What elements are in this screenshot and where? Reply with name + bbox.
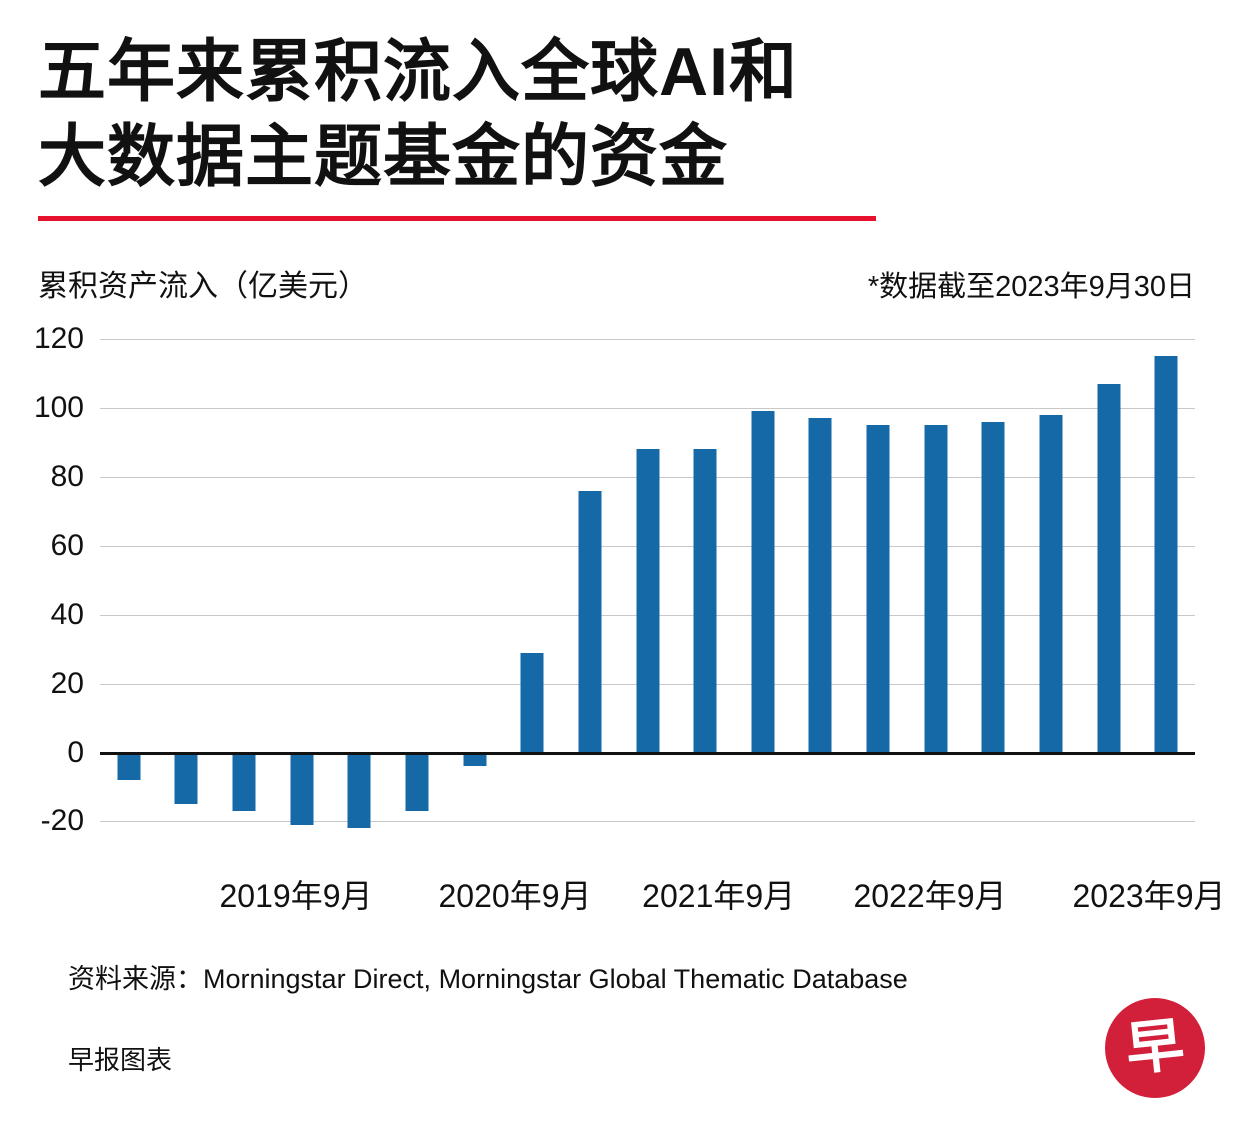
zero-axis-line xyxy=(100,751,1195,755)
data-cutoff-note: *数据截至2023年9月30日 xyxy=(867,271,1195,303)
y-tick-label: 40 xyxy=(50,597,84,631)
y-tick-label: -20 xyxy=(40,804,84,838)
chart-title-line-2: 大数据主题基金的资金 xyxy=(38,119,729,195)
bar xyxy=(290,752,314,825)
zaobao-logo-character: 早 xyxy=(1122,1012,1188,1083)
bar xyxy=(693,449,717,753)
y-tick-label: 120 xyxy=(33,322,84,355)
bar xyxy=(463,752,487,767)
y-axis: 120 100 80 60 40 20 0 -20 xyxy=(0,322,100,849)
bar xyxy=(1097,383,1121,753)
gridline xyxy=(100,821,1195,823)
bar xyxy=(117,752,141,781)
zaobao-logo: 早 xyxy=(1105,998,1205,1098)
x-tick-label: 2023年9月 xyxy=(1072,878,1226,914)
bar xyxy=(347,752,371,829)
bar xyxy=(636,449,659,753)
chart-title-line-1: 五年来累积流入全球AI和 xyxy=(38,34,799,110)
x-axis-label-spacer xyxy=(0,849,1251,921)
bar xyxy=(174,752,198,805)
bar xyxy=(232,752,256,812)
bar xyxy=(866,425,890,753)
source-text: 资料来源：Morningstar Direct, Morningstar Glo… xyxy=(68,964,908,994)
y-tick-label: 60 xyxy=(50,528,84,562)
bar xyxy=(751,411,775,753)
gridline xyxy=(100,339,1195,340)
y-tick-label: 100 xyxy=(33,390,84,424)
axis-labels-row: 累积资产流入（亿美元） *数据截至2023年9月30日 xyxy=(0,261,1251,305)
bar xyxy=(520,652,544,753)
gridline xyxy=(100,407,1195,409)
bar xyxy=(405,752,429,812)
bar xyxy=(924,425,948,753)
chart-footer: 资料来源：Morningstar Direct, Morningstar Glo… xyxy=(0,957,1251,1077)
chart-title: 五年来累积流入全球AI和 大数据主题基金的资金 xyxy=(38,30,1213,200)
bar xyxy=(981,421,1005,753)
bar xyxy=(808,418,832,753)
x-tick-label: 2022年9月 xyxy=(853,878,1007,914)
bar-chart: 120 100 80 60 40 20 0 -20 2019年9月 2020年9月 2021年9月… xyxy=(0,322,1251,914)
y-tick-label: 0 xyxy=(67,735,84,769)
x-tick-label: 2021年9月 xyxy=(642,878,796,914)
credit-text: 早报图表 xyxy=(68,1045,173,1075)
bar xyxy=(578,490,602,753)
bar xyxy=(1154,356,1178,753)
y-tick-label: 80 xyxy=(50,459,84,493)
plot-area: 2019年9月 2020年9月 2021年9月 2022年9月 2023年9月 xyxy=(100,339,1226,914)
y-tick-label: 20 xyxy=(50,666,84,700)
y-axis-unit-label: 累积资产流入（亿美元） xyxy=(38,270,368,303)
title-underline xyxy=(38,216,876,221)
bar xyxy=(1039,414,1063,753)
x-tick-label: 2019年9月 xyxy=(219,878,373,914)
x-tick-label: 2020年9月 xyxy=(438,878,592,914)
chart-header: 五年来累积流入全球AI和 大数据主题基金的资金 xyxy=(0,0,1251,200)
